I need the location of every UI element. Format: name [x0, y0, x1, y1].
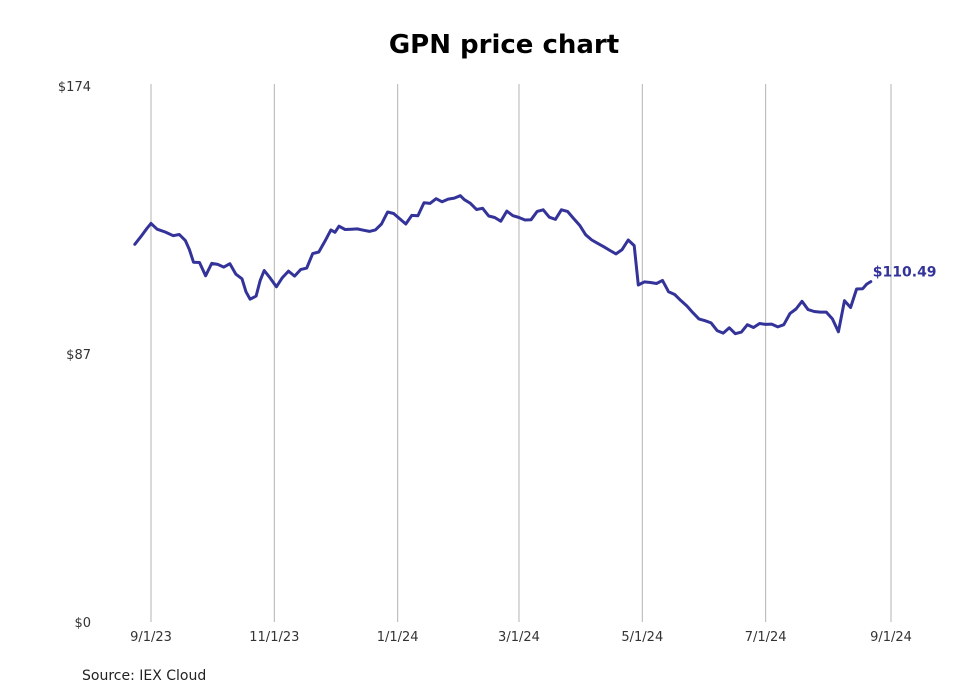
x-tick-label: 5/1/24 — [621, 630, 663, 645]
y-tick-label: $87 — [66, 348, 91, 363]
chart-title: GPN price chart — [388, 30, 620, 60]
x-tick-label: 9/1/24 — [870, 630, 912, 645]
price-series-line — [133, 194, 873, 336]
last-price-label: $110.49 — [873, 265, 937, 281]
x-tick-label: 9/1/23 — [130, 630, 172, 645]
y-tick-label: $0 — [74, 616, 91, 631]
gridlines — [150, 84, 892, 622]
x-tick-label: 11/1/23 — [249, 630, 299, 645]
x-axis-ticks: 9/1/23 11/1/23 1/1/24 3/1/24 5/1/24 7/1/24 9/1… — [130, 630, 912, 645]
x-tick-label: 1/1/24 — [377, 630, 419, 645]
x-tick-label: 7/1/24 — [745, 630, 787, 645]
x-tick-label: 3/1/24 — [498, 630, 540, 645]
source-note: Source: IEX Cloud — [82, 668, 207, 684]
y-axis-ticks: $0 $87 $174 — [58, 80, 91, 631]
y-tick-label: $174 — [58, 80, 91, 95]
